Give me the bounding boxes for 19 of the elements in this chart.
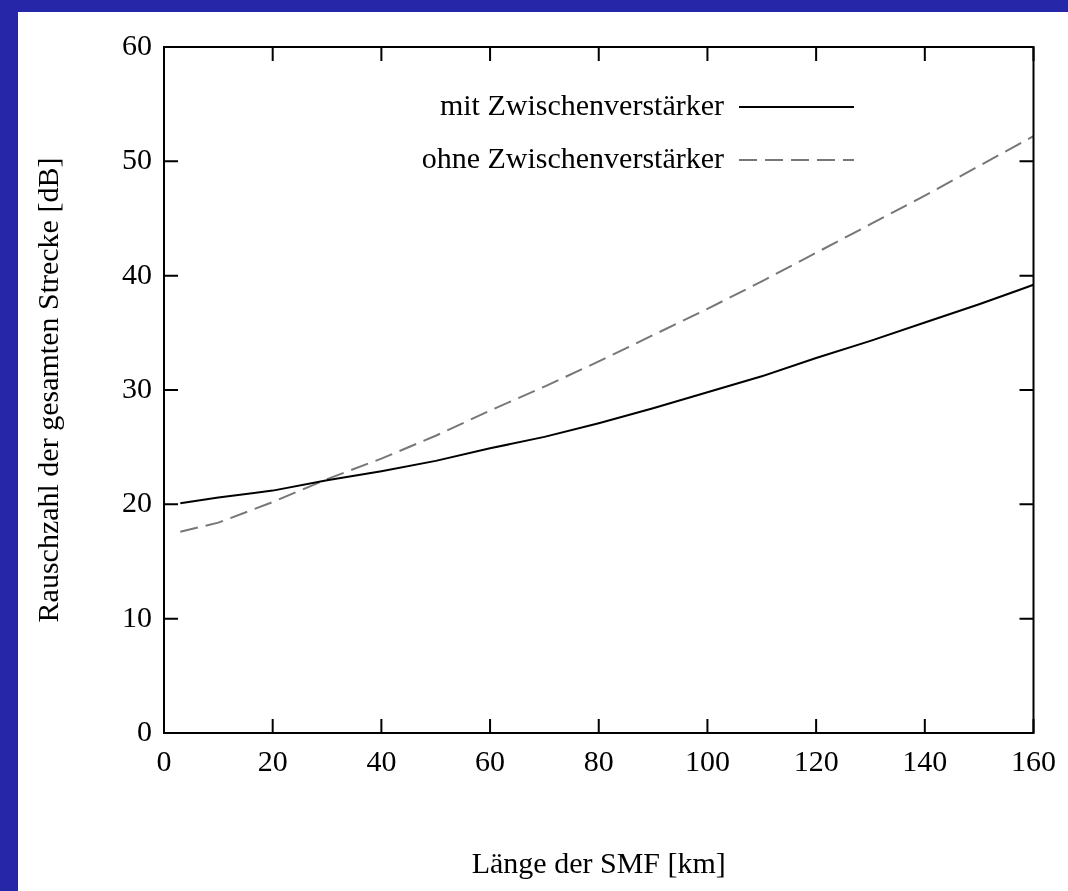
x-tick-label: 60 <box>475 743 506 777</box>
x-tick-label: 120 <box>793 743 839 777</box>
x-tick-label: 160 <box>1011 743 1056 777</box>
x-axis-title: Länge der SMF [km] <box>471 845 726 879</box>
x-tick-label: 100 <box>684 743 730 777</box>
x-tick-label: 40 <box>366 743 397 777</box>
x-tick-label: 20 <box>257 743 288 777</box>
y-tick-label: 60 <box>122 27 152 61</box>
legend-label: ohne Zwischenverstärker <box>421 140 725 174</box>
y-axis-title: Rauschzahl der gesamten Strecke [dB] <box>30 157 64 623</box>
y-tick-label: 0 <box>137 713 152 747</box>
y-tick-label: 20 <box>122 485 152 519</box>
y-tick-label: 30 <box>122 370 152 404</box>
y-tick-label: 10 <box>122 599 152 633</box>
x-tick-label: 80 <box>583 743 614 777</box>
y-tick-label: 40 <box>122 256 152 290</box>
legend-label: mit Zwischenverstärker <box>439 87 725 121</box>
x-tick-label: 140 <box>902 743 948 777</box>
y-tick-label: 50 <box>122 142 152 176</box>
